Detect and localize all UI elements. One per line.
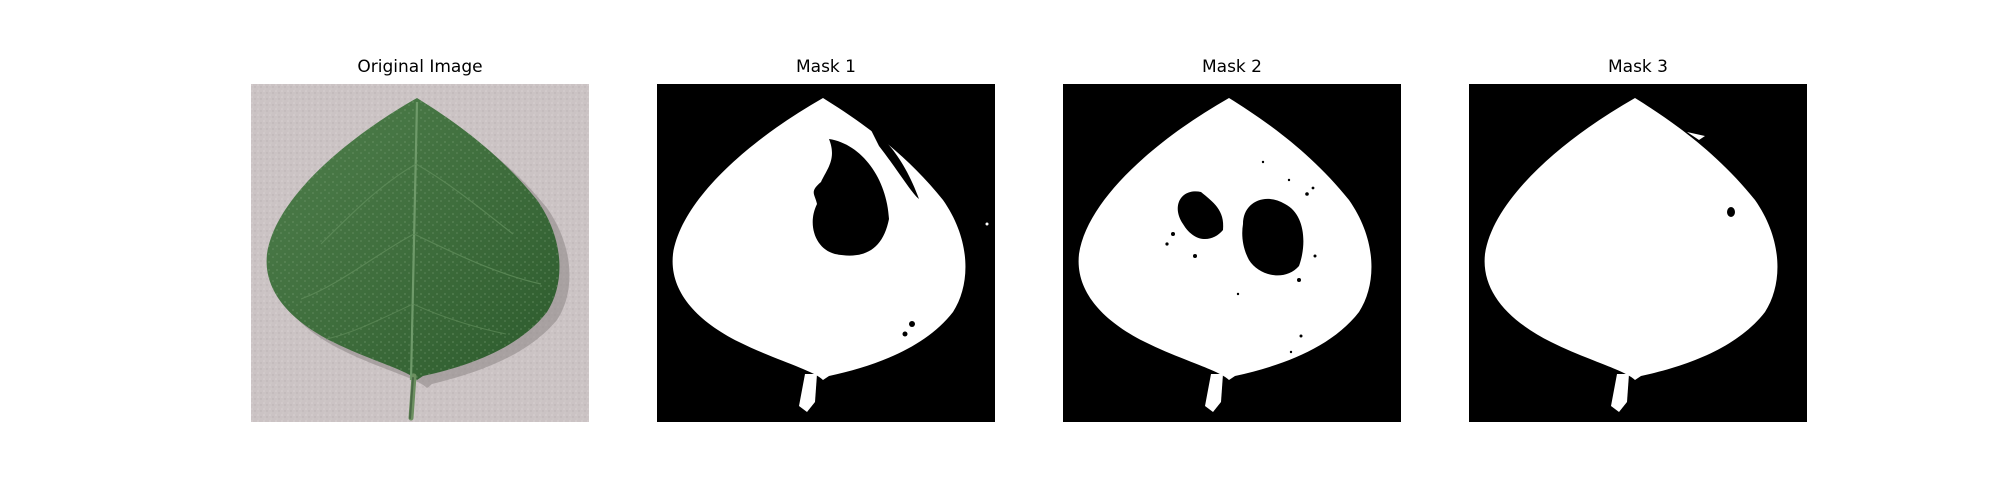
panel-title: Mask 3 [1607, 57, 1668, 77]
leaf-photo [251, 84, 589, 422]
mask-3-image [1469, 84, 1807, 422]
panel-title: Original Image [357, 57, 483, 77]
mask-1-image [657, 84, 995, 422]
panel-title: Mask 1 [795, 57, 856, 77]
panel-title: Mask 2 [1201, 57, 1262, 77]
mask-2-image [1063, 84, 1401, 422]
